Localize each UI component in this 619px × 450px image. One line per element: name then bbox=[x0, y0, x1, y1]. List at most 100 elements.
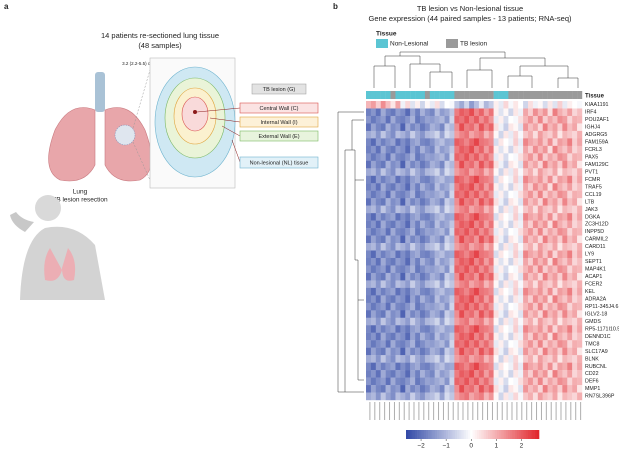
heatmap-cell bbox=[542, 265, 548, 274]
heatmap-cell bbox=[478, 347, 485, 356]
heatmap-cell bbox=[395, 220, 401, 229]
heatmap-cell bbox=[439, 123, 445, 132]
heatmap-cell bbox=[459, 123, 465, 132]
heatmap-cell bbox=[493, 205, 499, 214]
heatmap-cell bbox=[400, 175, 406, 184]
heatmap-cell bbox=[523, 265, 529, 274]
heatmap-cell bbox=[537, 198, 543, 206]
heatmap-cell bbox=[439, 250, 445, 259]
heatmap-cell bbox=[400, 205, 406, 214]
heatmap-cell bbox=[424, 325, 431, 333]
heatmap-cell bbox=[547, 138, 553, 147]
heatmap-cell bbox=[508, 347, 514, 356]
heatmap-cell bbox=[503, 175, 509, 184]
heatmap-cell bbox=[400, 213, 406, 221]
heatmap-cell bbox=[420, 153, 426, 161]
heatmap-cell bbox=[400, 317, 406, 326]
heatmap-cell bbox=[400, 325, 406, 333]
heatmap-cell bbox=[493, 310, 499, 318]
heatmap-cell bbox=[444, 287, 450, 296]
heatmap-cell bbox=[454, 101, 460, 109]
heatmap-cell bbox=[454, 250, 460, 259]
tissue-annotation bbox=[444, 91, 450, 99]
heatmap-cell bbox=[390, 168, 396, 176]
heatmap-cell bbox=[385, 183, 391, 191]
row-label: INPP5D bbox=[585, 229, 604, 235]
heatmap-cell bbox=[459, 175, 465, 184]
heatmap-cell bbox=[577, 145, 583, 154]
heatmap-cell bbox=[454, 272, 460, 281]
heatmap-cell bbox=[459, 130, 465, 139]
heatmap-cell bbox=[405, 220, 411, 229]
heatmap-cell bbox=[562, 302, 568, 311]
heatmap-cell bbox=[523, 257, 529, 266]
heatmap-cell bbox=[459, 220, 465, 229]
heatmap-cell bbox=[459, 317, 465, 326]
heatmap-cell bbox=[405, 250, 411, 259]
heatmap-cell bbox=[469, 325, 475, 333]
heatmap-cell bbox=[420, 115, 426, 124]
heatmap-cell bbox=[547, 355, 553, 363]
heatmap-cell bbox=[542, 370, 548, 378]
heatmap-cell bbox=[380, 175, 386, 184]
heatmap-cell bbox=[405, 243, 411, 251]
heatmap-cell bbox=[385, 115, 391, 124]
heatmap-cell bbox=[562, 205, 568, 214]
heatmap-cell bbox=[493, 130, 499, 139]
heatmap-cell bbox=[557, 280, 563, 289]
heatmap-cell bbox=[518, 295, 524, 304]
heatmap-cell bbox=[503, 115, 509, 124]
heatmap-cell bbox=[444, 205, 450, 214]
lesion-zoom bbox=[149, 57, 241, 189]
heatmap-cell bbox=[385, 235, 391, 244]
heatmap-cell bbox=[385, 325, 391, 333]
row-label: FCER2 bbox=[585, 282, 602, 288]
heatmap-cell bbox=[385, 265, 391, 274]
heatmap-cell bbox=[537, 183, 543, 191]
heatmap-cell bbox=[567, 183, 573, 191]
heatmap-cell bbox=[537, 317, 543, 326]
heatmap-cell bbox=[410, 101, 416, 109]
heatmap-cell bbox=[385, 175, 391, 184]
heatmap-cell bbox=[508, 235, 514, 244]
heatmap-cell bbox=[488, 115, 494, 124]
heatmap-cell bbox=[493, 235, 499, 244]
heatmap-cell bbox=[370, 138, 377, 147]
heatmap-cell bbox=[405, 310, 411, 318]
heatmap-cell bbox=[483, 310, 489, 318]
heatmap-cell bbox=[420, 392, 426, 401]
heatmap-cell bbox=[400, 183, 406, 191]
heatmap-cell bbox=[513, 377, 519, 386]
heatmap-cell bbox=[493, 302, 499, 311]
tissue-annotation bbox=[415, 91, 421, 99]
heatmap-cell bbox=[424, 310, 431, 318]
colorbar-segment bbox=[461, 430, 464, 439]
heatmap-cell bbox=[439, 325, 445, 333]
heatmap-cell bbox=[547, 250, 553, 259]
heatmap-cell bbox=[415, 220, 421, 229]
heatmap-cell bbox=[513, 250, 519, 259]
row-label: IRF4 bbox=[585, 110, 597, 116]
heatmap-cell bbox=[449, 101, 455, 109]
heatmap-cell bbox=[483, 317, 489, 326]
heatmap-cell bbox=[424, 272, 431, 281]
heatmap-cell bbox=[557, 243, 563, 251]
heatmap-cell bbox=[464, 145, 470, 154]
heatmap-cell bbox=[439, 340, 445, 348]
heatmap-cell bbox=[474, 317, 480, 326]
heatmap-cell bbox=[488, 347, 494, 356]
heatmap-cell bbox=[528, 130, 534, 139]
row-label: CARMIL2 bbox=[585, 237, 608, 243]
heatmap-cell bbox=[459, 183, 465, 191]
heatmap-cell bbox=[380, 220, 386, 229]
heatmap-cell bbox=[395, 340, 401, 348]
heatmap-cell bbox=[429, 340, 435, 348]
heatmap-cell bbox=[498, 101, 504, 109]
heatmap-cell bbox=[464, 370, 470, 378]
heatmap-cell bbox=[424, 168, 431, 176]
heatmap-cell bbox=[434, 257, 440, 266]
heatmap-cell bbox=[523, 115, 529, 124]
heatmap-cell bbox=[444, 355, 450, 363]
colorbar-segment bbox=[510, 430, 513, 439]
heatmap-cell bbox=[547, 153, 553, 161]
